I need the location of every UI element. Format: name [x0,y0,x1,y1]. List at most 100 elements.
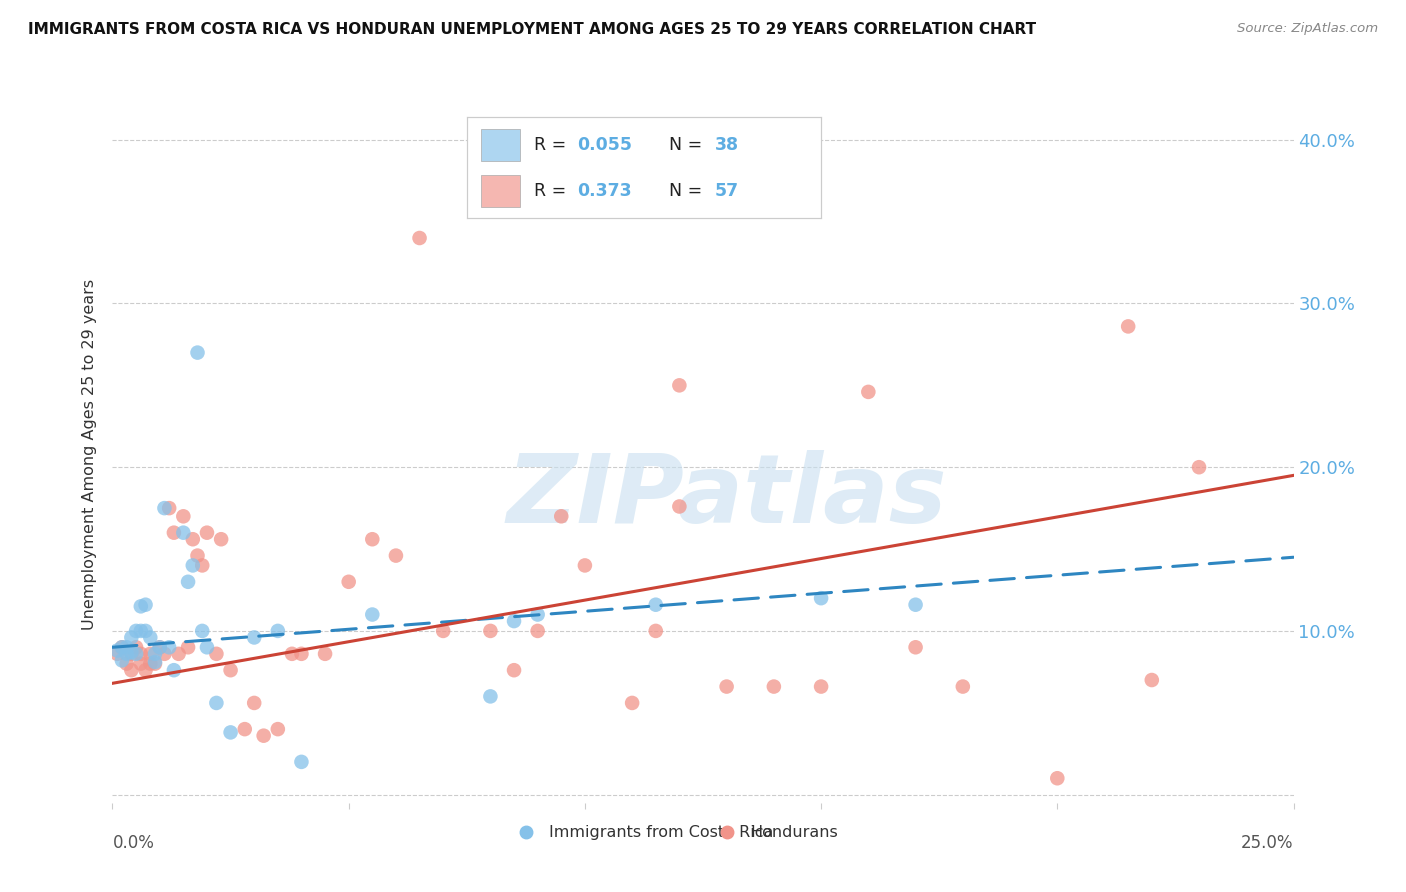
Point [181,533,204,547]
Point [267,722,290,736]
Point [111,640,134,655]
Point [125,647,148,661]
Point [195,525,218,540]
Point [135,624,157,638]
Point [219,725,242,739]
Point [361,533,384,547]
Point [290,647,312,661]
Point [574,558,596,573]
Point [762,680,785,694]
Point [153,501,176,516]
Point [668,500,690,514]
Point [904,640,927,655]
Point [105,643,128,657]
Point [163,663,186,677]
Point [186,549,208,563]
Point [129,647,152,661]
Text: R =: R = [534,182,572,200]
Text: N =: N = [669,182,707,200]
Point [177,574,200,589]
Text: IMMIGRANTS FROM COSTA RICA VS HONDURAN UNEMPLOYMENT AMONG AGES 25 TO 29 YEARS CO: IMMIGRANTS FROM COSTA RICA VS HONDURAN U… [28,22,1036,37]
Point [177,640,200,655]
Point [1188,460,1211,475]
Point [267,624,290,638]
FancyBboxPatch shape [481,175,520,207]
Text: 38: 38 [714,136,740,153]
Point [153,647,176,661]
Point [163,525,186,540]
Text: 25.0%: 25.0% [1241,834,1294,852]
Point [503,663,526,677]
Point [172,525,194,540]
Point [479,690,502,704]
Point [115,657,138,671]
Point [952,680,974,694]
Point [125,624,148,638]
Point [115,640,138,655]
Point [181,558,204,573]
Text: N =: N = [669,136,707,153]
Text: Immigrants from Costa Rica: Immigrants from Costa Rica [550,824,773,839]
Point [205,696,228,710]
Text: 0.0%: 0.0% [112,834,155,852]
Text: 0.373: 0.373 [576,182,631,200]
Point [149,640,172,655]
Point [195,640,218,655]
Point [105,647,128,661]
Point [120,631,142,645]
Point [111,640,134,655]
Point [129,657,152,671]
Point [337,574,360,589]
Point [143,647,166,661]
Text: Hondurans: Hondurans [751,824,838,839]
Point [408,231,430,245]
Point [668,378,690,392]
Point [143,655,166,669]
Point [716,680,738,694]
Point [139,631,162,645]
Point [810,680,832,694]
Y-axis label: Unemployment Among Ages 25 to 29 years: Unemployment Among Ages 25 to 29 years [82,279,97,631]
Point [904,598,927,612]
Point [139,647,162,661]
Point [1116,319,1139,334]
Point [149,640,172,655]
Point [120,647,142,661]
Point [167,647,190,661]
Point [550,509,572,524]
FancyBboxPatch shape [481,128,520,161]
Point [503,614,526,628]
Point [157,501,180,516]
Point [314,647,336,661]
Text: R =: R = [534,136,572,153]
Point [111,653,134,667]
Point [243,631,266,645]
Point [129,599,152,614]
Point [209,533,232,547]
Point [858,384,880,399]
Point [219,663,242,677]
Text: ZIPatlas: ZIPatlas [506,450,946,543]
Point [290,755,312,769]
Text: 0.055: 0.055 [576,136,631,153]
Point [644,624,666,638]
Point [361,607,384,622]
Point [479,624,502,638]
Point [191,558,214,573]
Point [1140,673,1163,687]
Text: Source: ZipAtlas.com: Source: ZipAtlas.com [1237,22,1378,36]
Point [253,729,276,743]
Point [233,722,256,736]
Point [205,647,228,661]
Point [385,549,408,563]
Point [120,645,142,659]
Text: 57: 57 [714,182,740,200]
Point [526,624,548,638]
Point [1046,771,1069,785]
Point [125,640,148,655]
Point [243,696,266,710]
Point [143,657,166,671]
Point [157,640,180,655]
Point [172,509,194,524]
Point [281,647,304,661]
